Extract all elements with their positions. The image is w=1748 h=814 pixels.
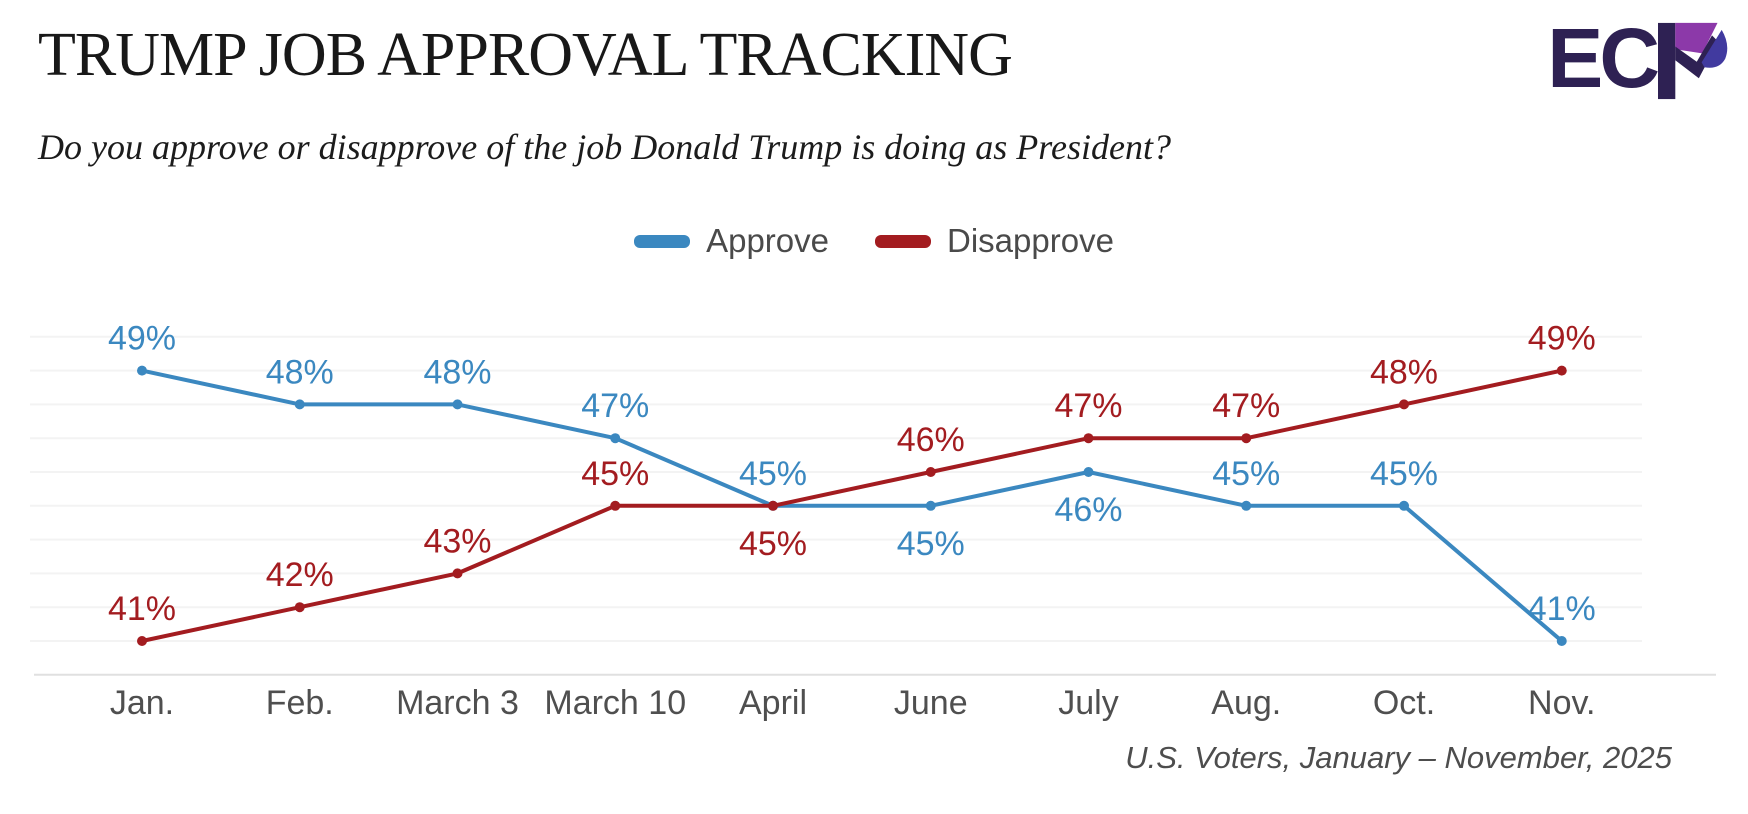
approve-value-label: 45% [1212,455,1280,493]
x-axis-label: Feb. [266,684,334,722]
approve-value-label: 41% [1528,590,1596,628]
approve-value-label: 46% [1054,491,1122,529]
disapprove-color-swatch [875,234,931,248]
approve-point [1556,636,1567,646]
disapprove-point [137,636,147,646]
legend-label-approve: Approve [706,222,829,259]
disapprove-value-label: 47% [1054,387,1122,425]
disapprove-point [925,467,936,477]
disapprove-value-label: 48% [1370,353,1438,391]
chart-subtitle-question: Do you approve or disapprove of the job … [38,127,1171,167]
approve-point [294,399,305,410]
disapprove-value-label: 42% [266,556,334,594]
legend-label-disapprove: Disapprove [947,222,1114,259]
approve-value-label: 48% [266,353,334,391]
approve-point [1241,500,1252,511]
disapprove-value-label: 41% [108,590,176,628]
disapprove-point [294,602,305,613]
approve-value-label: 45% [739,455,807,493]
disapprove-point [1241,433,1252,444]
approve-value-label: 47% [581,387,649,425]
disapprove-value-label: 47% [1212,387,1280,425]
x-axis-label: June [894,684,968,722]
disapprove-point [610,500,621,511]
disapprove-point [768,500,778,511]
disapprove-point [1083,433,1094,444]
approve-value-label: 45% [1370,455,1438,493]
disapprove-value-label: 45% [581,455,649,493]
disapprove-point [452,568,463,579]
logo-ec-text: EC [1547,11,1660,105]
disapprove-value-label: 49% [1528,320,1596,358]
approve-value-label: 49% [108,320,176,358]
approve-point [1399,500,1409,511]
x-axis-label: July [1058,684,1118,722]
approve-value-label: 48% [423,353,491,391]
chart-legend: Approve Disapprove [0,222,1748,260]
disapprove-value-label: 45% [739,525,807,563]
approve-point [610,433,621,444]
x-axis-label: Jan. [110,684,174,722]
source-note: U.S. Voters, January – November, 2025 [1125,740,1672,775]
approve-point [452,399,463,410]
x-axis-label: Aug. [1211,684,1281,722]
disapprove-value-label: 43% [423,522,491,560]
disapprove-value-label: 46% [897,421,965,459]
disapprove-point [1556,365,1567,376]
x-axis-label: April [739,684,807,722]
approve-color-swatch [634,234,691,248]
approve-value-label: 45% [897,525,965,563]
approve-point [1083,467,1094,477]
disapprove-line [140,368,1564,643]
disapprove-point [1399,399,1409,410]
ecp-logo: EC [1547,12,1730,104]
legend-item-disapprove: Disapprove [875,222,1114,260]
x-axis-label: March 3 [396,684,519,722]
legend-item-approve: Approve [634,222,829,260]
logo-p-icon [1658,22,1728,100]
x-axis-label: Oct. [1373,684,1435,722]
approve-point [137,365,147,376]
page-title: TRUMP JOB APPROVAL TRACKING [38,21,1013,89]
x-axis-label: March 10 [544,684,686,722]
approve-point [925,500,936,511]
x-axis-label: Nov. [1528,684,1595,722]
approve-line [140,368,1564,643]
